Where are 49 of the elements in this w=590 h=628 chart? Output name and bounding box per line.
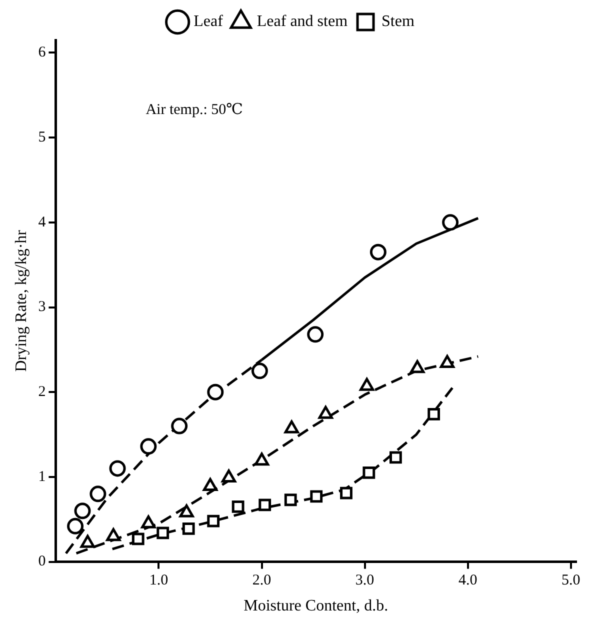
point [207,514,220,528]
point [390,451,402,464]
y-tick-label: 5 [38,130,46,146]
point [207,384,224,400]
point [202,478,218,492]
point [90,486,106,502]
point [370,244,386,260]
point [67,518,84,534]
point [307,326,324,343]
point [171,418,188,434]
x-tick-label: 3.0 [355,572,374,589]
annotation: Air temp.: 50℃ [146,102,243,118]
x-tick-label: 5.0 [561,572,580,589]
point [284,494,297,506]
point [109,460,126,477]
y-tick-label: 2 [38,384,46,400]
x-tick-label: 2.0 [252,572,272,589]
legend-label: Leaf and stem [256,13,348,30]
legend-label: Stem [382,13,415,30]
point [340,486,352,500]
y-tick-label: 3 [38,299,46,316]
y-tick-label: 0 [38,554,46,570]
point [74,502,91,520]
x-axis-title: Moisture Content, d.b. [244,598,388,615]
y-axis-title: Drying Rate, kg/kg·hr [12,229,30,372]
x-tick-label: 4.0 [458,572,478,589]
y-tick-label: 6 [38,44,46,61]
point [440,355,455,368]
point [362,466,376,479]
point [182,522,195,535]
y-tick-label: 4 [38,214,46,230]
point [258,498,272,512]
point [106,528,121,542]
point [132,532,144,546]
point [254,452,270,466]
point [310,490,323,503]
line-series [111,386,454,550]
point [156,526,170,540]
point [428,408,440,420]
line-series [75,355,480,555]
point [140,438,157,455]
point [442,214,459,231]
x-tick-label: 1.0 [149,572,168,589]
legend-label: Leaf [194,13,224,30]
point [410,360,425,374]
y-tick-label: 1 [38,468,46,485]
point [251,362,268,380]
point [232,500,244,513]
point [221,470,236,483]
